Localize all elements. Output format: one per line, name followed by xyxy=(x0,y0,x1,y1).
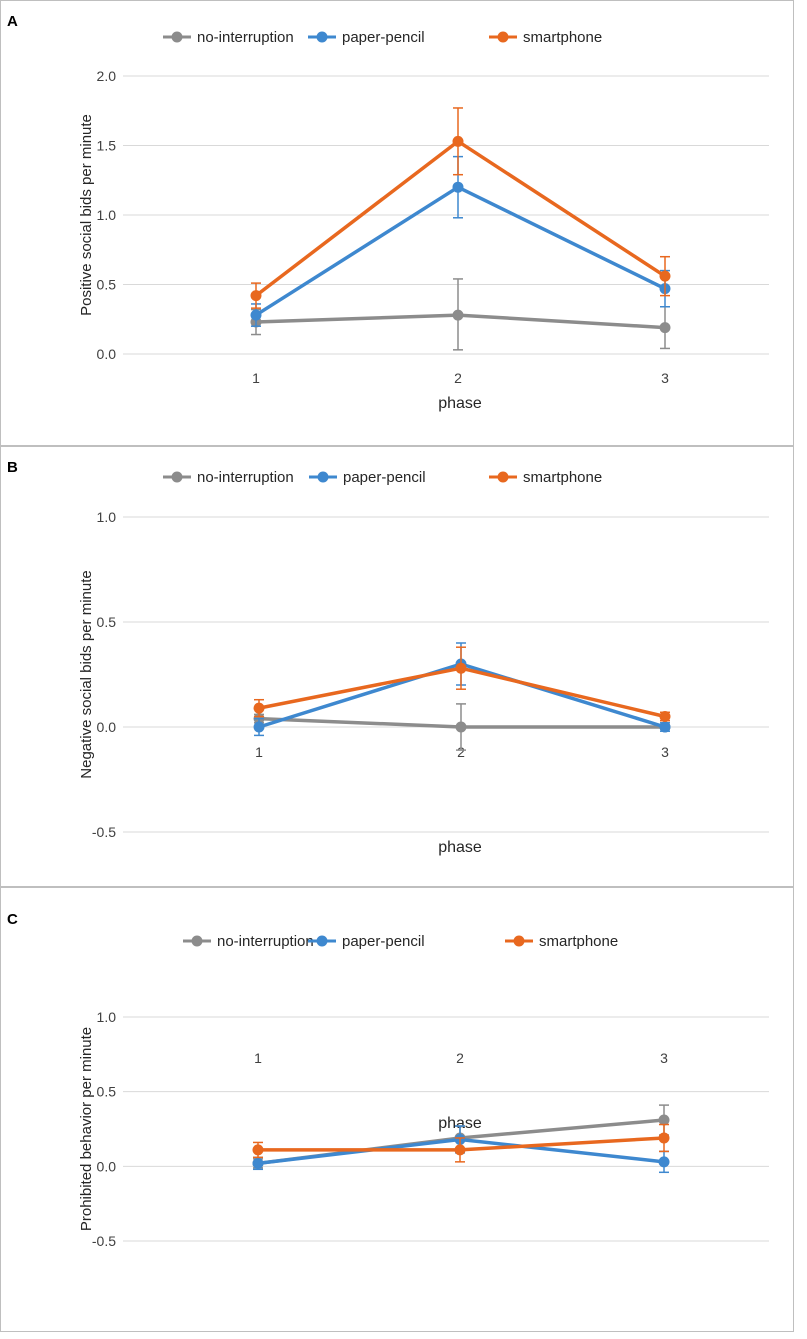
y-tick-label: 0.5 xyxy=(97,277,117,293)
x-tick-label: 3 xyxy=(661,744,669,760)
y-tick-label: 0.5 xyxy=(97,614,117,630)
data-point-smartphone xyxy=(658,1132,670,1144)
x-tick-label: 1 xyxy=(254,1050,262,1066)
data-point-smartphone xyxy=(454,1144,466,1156)
y-tick-label: 2.0 xyxy=(97,68,117,84)
y-tick-label: 1.5 xyxy=(97,138,117,154)
panel-c-letter: C xyxy=(7,911,18,928)
x-tick-label: 2 xyxy=(454,370,462,386)
legend-label-paper-pencil: paper-pencil xyxy=(342,29,425,46)
legend-label-no-interruption: no-interruption xyxy=(197,29,294,46)
y-axis-label: Negative social bids per minute xyxy=(78,570,95,778)
x-axis-label: phase xyxy=(438,395,482,412)
data-point-smartphone xyxy=(252,1144,264,1156)
y-tick-label: 1.0 xyxy=(97,207,117,223)
data-point-paper-pencil xyxy=(452,181,464,193)
x-tick-label: 3 xyxy=(661,370,669,386)
x-tick-label: 1 xyxy=(255,744,263,760)
data-point-smartphone xyxy=(659,711,671,722)
x-tick-label: 1 xyxy=(252,370,260,386)
data-point-no-interruption xyxy=(659,322,671,334)
panel-a-letter: A xyxy=(7,13,18,30)
y-axis-label: Prohibited behavior per minute xyxy=(78,1027,95,1231)
legend-marker-paper-pencil xyxy=(316,935,328,947)
y-tick-label: 0.0 xyxy=(97,719,117,735)
data-point-no-interruption xyxy=(452,309,464,321)
chart-negative-social-bids: -0.5 0.0 0.5 1.0 1 2 3 phase Negative social bid… xyxy=(78,469,769,856)
legend-marker-smartphone xyxy=(513,935,525,947)
data-point-paper-pencil xyxy=(250,309,262,321)
legend-label-paper-pencil: paper-pencil xyxy=(343,469,426,486)
y-tick-label: 1.0 xyxy=(97,509,117,525)
legend-marker-paper-pencil xyxy=(316,31,328,43)
data-point-paper-pencil xyxy=(252,1157,264,1169)
legend-label-no-interruption: no-interruption xyxy=(197,469,294,486)
legend-marker-no-interruption xyxy=(171,31,183,43)
data-point-smartphone xyxy=(659,270,671,282)
y-tick-label: 0.0 xyxy=(97,346,117,362)
y-tick-label: 1.0 xyxy=(97,1009,117,1025)
y-tick-label: 0.5 xyxy=(97,1084,117,1100)
x-tick-label: 3 xyxy=(660,1050,668,1066)
legend-marker-smartphone xyxy=(497,471,509,483)
chart-prohibited-behavior: -0.5 0.0 0.5 1.0 1 2 3 phase Prohibited behavior… xyxy=(78,933,769,1249)
legend-label-smartphone: smartphone xyxy=(539,933,618,950)
y-tick-label: -0.5 xyxy=(92,1233,116,1249)
legend-marker-paper-pencil xyxy=(317,471,329,483)
data-point-smartphone xyxy=(250,290,262,302)
data-point-smartphone xyxy=(452,135,464,147)
y-axis-label: Positive social bids per minute xyxy=(78,114,95,316)
data-point-paper-pencil xyxy=(253,721,265,733)
panel-b-frame xyxy=(0,446,794,887)
legend-marker-no-interruption xyxy=(171,471,183,483)
y-tick-label: 0.0 xyxy=(97,1158,117,1174)
legend-label-no-interruption: no-interruption xyxy=(217,933,314,950)
x-tick-label: 2 xyxy=(457,744,465,760)
data-point-paper-pencil xyxy=(659,721,671,733)
legend-marker-smartphone xyxy=(497,31,509,43)
x-axis-label: phase xyxy=(438,839,482,856)
data-point-smartphone xyxy=(253,702,265,714)
panel-a-frame xyxy=(0,0,794,446)
chart-positive-social-bids: 0.0 0.5 1.0 1.5 2.0 1 2 3 phase Positive social b… xyxy=(78,29,769,412)
data-point-paper-pencil xyxy=(658,1156,670,1168)
legend-label-smartphone: smartphone xyxy=(523,469,602,486)
panel-c-frame xyxy=(0,887,794,1332)
y-tick-label: -0.5 xyxy=(92,824,116,840)
panel-b-letter: B xyxy=(7,459,18,476)
legend-label-paper-pencil: paper-pencil xyxy=(342,933,425,950)
x-tick-label: 2 xyxy=(456,1050,464,1066)
data-point-smartphone xyxy=(455,662,467,674)
x-axis-label: phase xyxy=(438,1115,482,1132)
legend-marker-no-interruption xyxy=(191,935,203,947)
data-point-no-interruption xyxy=(658,1114,670,1126)
data-point-no-interruption xyxy=(455,721,467,733)
series-line-paper-pencil xyxy=(255,185,666,317)
legend-label-smartphone: smartphone xyxy=(523,29,602,46)
